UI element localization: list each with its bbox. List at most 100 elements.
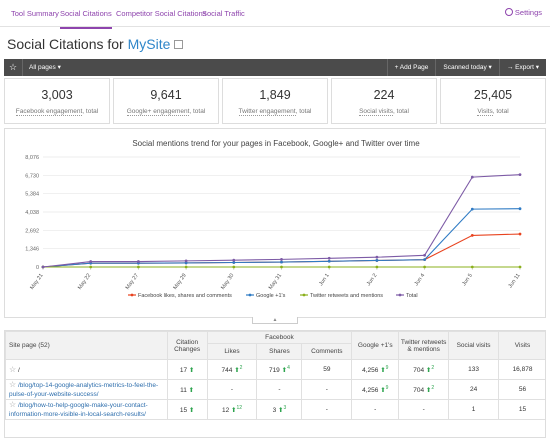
copy-icon[interactable]: [174, 40, 184, 49]
y-tick-label: 2,692: [25, 228, 39, 234]
kpi-value: 25,405: [473, 88, 513, 102]
tab-social-citations[interactable]: Social Citations: [60, 9, 112, 29]
data-point: [518, 232, 522, 236]
cell-social-visits: 133: [448, 359, 500, 380]
chevron-down-icon: ▾: [57, 64, 61, 71]
col-comments[interactable]: Comments: [301, 343, 353, 360]
tab-social-traffic[interactable]: Social Traffic: [202, 9, 245, 18]
x-tick-label: May 22: [77, 273, 92, 291]
chevron-down-icon: ▾: [535, 64, 539, 71]
kpi-value: 9,641: [150, 88, 182, 102]
col-citation-changes[interactable]: Citation Changes: [166, 331, 208, 360]
collapse-chart-handle[interactable]: ▲: [252, 317, 298, 324]
cell-google: 4,256 ⬆9: [351, 379, 400, 400]
data-point: [232, 258, 236, 262]
cell-value: 719: [268, 367, 280, 374]
x-tick-label: Jun 11: [507, 273, 521, 290]
y-tick-label: 6,730: [25, 173, 39, 179]
star-icon[interactable]: ☆: [9, 400, 17, 409]
cell-citation-changes: 17 ⬆: [166, 359, 208, 380]
cell-site-page[interactable]: ☆ /blog/top-14-google-analytics-metrics-…: [5, 379, 168, 400]
data-point: [89, 265, 93, 269]
legend-marker: [302, 293, 306, 297]
cell-value: 15: [179, 406, 188, 414]
x-tick-label: Jun 1: [318, 273, 331, 287]
col-site-page[interactable]: Site page (52): [5, 331, 168, 360]
legend-marker: [398, 293, 402, 297]
data-point: [137, 260, 140, 263]
chart-title: Social mentions trend for your pages in …: [132, 139, 420, 148]
cell-social-visits: 24: [448, 379, 500, 400]
cell-comments: -: [301, 399, 353, 420]
cell-value: 3: [272, 407, 277, 414]
col-visits[interactable]: Visits: [498, 331, 545, 360]
col-shares[interactable]: Shares: [256, 343, 303, 360]
data-point: [327, 256, 331, 260]
data-point: [470, 207, 474, 211]
x-tick-label: May 21: [29, 273, 44, 291]
y-tick-label: 4,038: [25, 210, 39, 216]
data-point: [89, 260, 93, 263]
kpi-value: 3,003: [41, 88, 73, 102]
cell-value: 704: [413, 387, 425, 394]
data-point: [423, 258, 426, 262]
star-icon[interactable]: ☆: [4, 59, 23, 76]
delta-value: 12: [236, 405, 243, 411]
data-point: [470, 265, 474, 269]
x-tick-label: May 31: [268, 273, 283, 291]
col-social-visits[interactable]: Social visits: [448, 331, 500, 360]
page-link[interactable]: /blog/top-14-google-analytics-metrics-to…: [9, 382, 159, 398]
export-label: Export: [515, 64, 534, 71]
x-tick-label: Jun 5: [461, 273, 474, 287]
cell-twitter: -: [398, 399, 450, 420]
kpi-social-visits: 224 Social visits, total: [331, 78, 437, 124]
kpi-visits: 25,405 Visits, total: [440, 78, 546, 124]
col-group-facebook: Facebook: [206, 331, 353, 344]
data-point: [327, 265, 331, 269]
star-icon[interactable]: ☆: [9, 364, 17, 374]
cell-site-page[interactable]: ☆ /: [5, 359, 168, 380]
cell-value: 15: [518, 406, 527, 413]
table-row[interactable]: ☆ /17 ⬆ 744 ⬆2 719 ⬆4 59 4,256 ⬆9 704 ⬆2 133 16…: [5, 359, 545, 380]
cell-google: 4,256 ⬆9: [351, 359, 400, 380]
cell-citation-changes: 11 ⬆: [166, 379, 208, 400]
cell-value: 24: [469, 386, 478, 393]
cell-value: 16,878: [512, 366, 533, 373]
table-row[interactable]: ☆ /blog/top-14-google-analytics-metrics-…: [5, 379, 545, 400]
star-icon[interactable]: ☆: [9, 380, 17, 389]
data-point: [423, 265, 426, 269]
data-point: [232, 265, 236, 269]
scanned-dropdown[interactable]: Scanned today ▾: [435, 59, 498, 76]
y-tick-label: 5,384: [25, 192, 39, 198]
arrow-up-icon: ⬆: [380, 387, 386, 394]
tab-tool-summary[interactable]: Tool Summary: [11, 9, 59, 18]
delta-value: 3: [283, 405, 287, 411]
chevron-down-icon: ▾: [488, 64, 492, 71]
cell-visits: 15: [498, 399, 545, 420]
col-twitter[interactable]: Twitter retweets & mentions: [398, 331, 450, 360]
export-dropdown[interactable]: → Export ▾: [498, 59, 546, 76]
cell-visits: 16,878: [498, 359, 545, 380]
cell-value: 59: [323, 366, 331, 373]
page-link[interactable]: /blog/how-to-help-google-make-your-conta…: [9, 402, 148, 418]
pages-filter-dropdown[interactable]: All pages ▾: [29, 63, 61, 71]
cell-google: -: [351, 399, 400, 420]
data-point: [470, 175, 474, 179]
cell-comments: -: [301, 379, 353, 400]
delta-value: 9: [385, 385, 389, 391]
x-tick-label: May 27: [125, 273, 140, 291]
page-link[interactable]: /: [17, 366, 20, 374]
tab-competitor-social-citations[interactable]: Competitor Social Citations: [116, 9, 207, 18]
col-likes[interactable]: Likes: [206, 343, 258, 360]
table-row[interactable]: ☆ /blog/how-to-help-google-make-your-con…: [5, 399, 545, 420]
add-page-button[interactable]: + Add Page: [386, 59, 436, 76]
site-name-link[interactable]: MySite: [127, 36, 171, 52]
data-point: [184, 259, 188, 263]
kpi-label: Visits, total: [477, 108, 509, 116]
pages-table: Site page (52) Citation Changes Facebook…: [4, 330, 546, 438]
settings-link[interactable]: Settings: [504, 8, 542, 17]
cell-value: -: [325, 406, 328, 413]
cell-site-page[interactable]: ☆ /blog/how-to-help-google-make-your-con…: [5, 399, 168, 420]
arrow-up-icon: ⬆: [425, 387, 432, 394]
col-google[interactable]: Google +1's: [351, 331, 400, 360]
